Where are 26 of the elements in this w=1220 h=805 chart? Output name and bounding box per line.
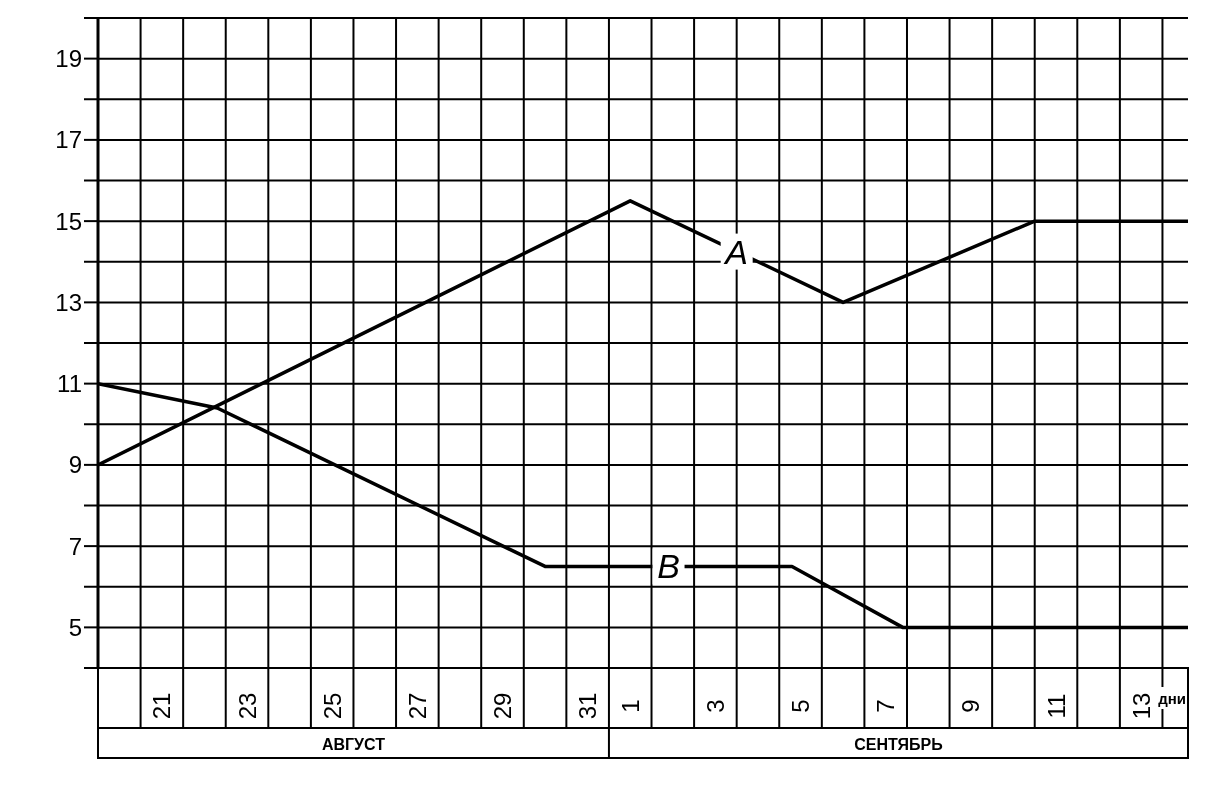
x-tick-label: 5 (787, 699, 815, 713)
x-tick-label: 23 (233, 692, 261, 720)
y-tick-label: 17 (55, 126, 82, 154)
series-label: A (723, 232, 749, 271)
text: АВГУСТ (321, 735, 386, 753)
text: СЕНТЯБРЬ (854, 735, 943, 753)
y-tick-label: 5 (68, 613, 82, 641)
y-tick-label: 7 (68, 532, 82, 560)
x-tick-label: 9 (957, 699, 985, 713)
y-tick-label: 19 (55, 45, 82, 73)
x-axis-title: дни (1158, 689, 1186, 707)
x-tick-label: 13 (1127, 692, 1155, 720)
x-tick-label: 21 (148, 692, 176, 720)
x-tick-label: 3 (701, 699, 729, 713)
y-tick-label: 15 (55, 207, 82, 235)
x-tick-label: 29 (488, 692, 516, 720)
series-label: B (657, 547, 680, 586)
x-tick-label: 27 (403, 692, 431, 720)
y-tick-label: 11 (57, 370, 82, 398)
x-tick-label: 11 (1042, 693, 1070, 719)
x-tick-label: 31 (574, 692, 602, 720)
x-tick-label: 25 (318, 692, 346, 720)
x-tick-label: 1 (616, 699, 644, 713)
x-tick-label: 7 (872, 699, 900, 713)
y-tick-label: 13 (55, 288, 82, 316)
y-tick-label: 9 (68, 451, 82, 479)
